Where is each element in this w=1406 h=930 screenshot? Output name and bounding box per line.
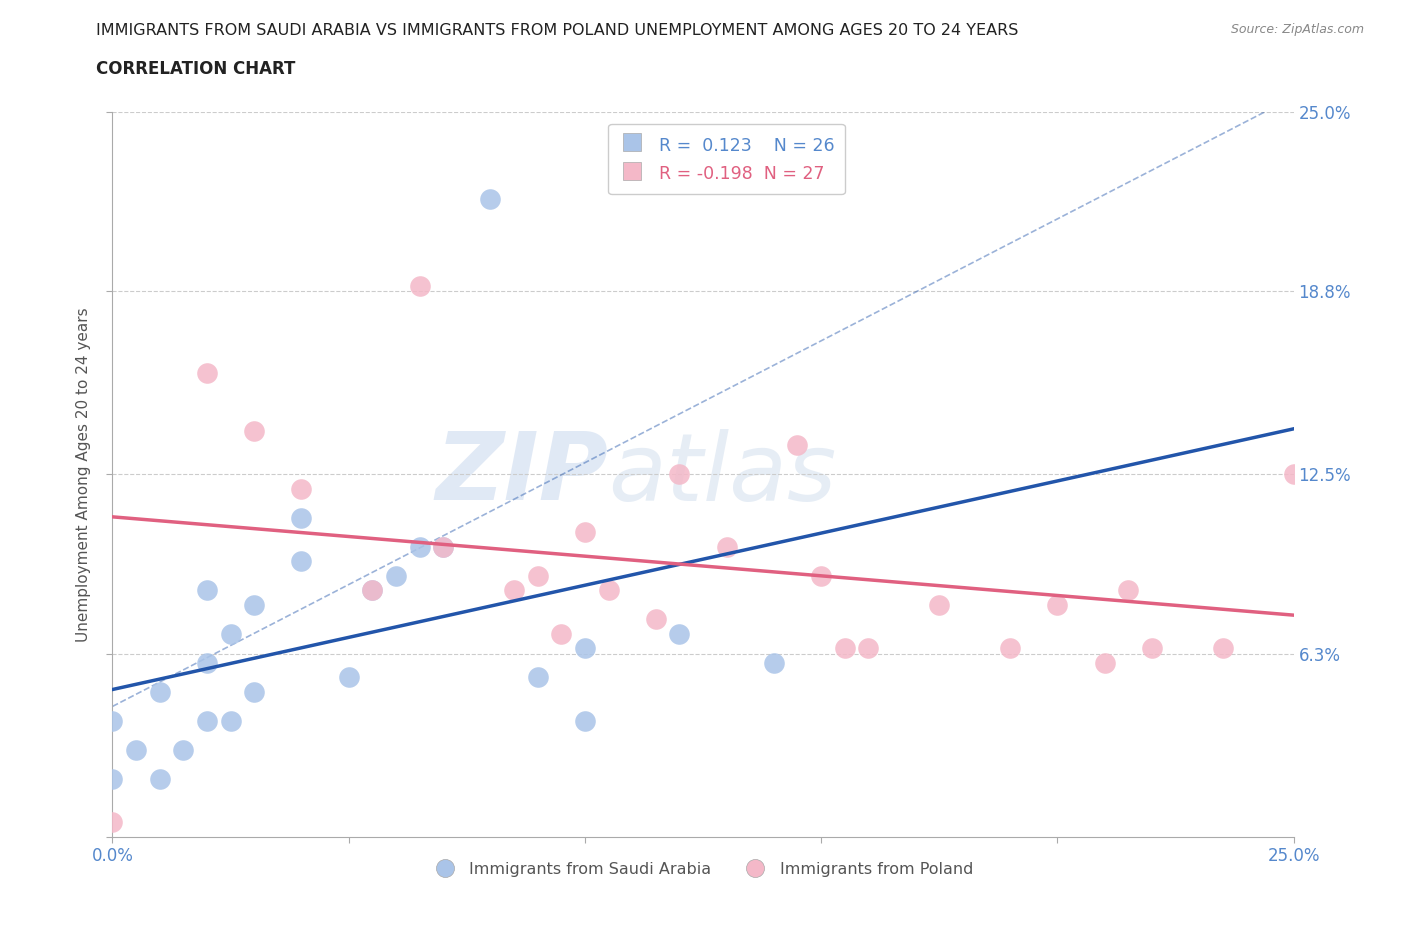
Point: [125, 742, 148, 757]
Text: atlas: atlas: [609, 429, 837, 520]
Point: [1046, 597, 1069, 612]
Point: [290, 511, 312, 525]
Point: [1282, 467, 1305, 482]
Point: [479, 192, 502, 206]
Point: [526, 670, 548, 684]
Y-axis label: Unemployment Among Ages 20 to 24 years: Unemployment Among Ages 20 to 24 years: [76, 307, 91, 642]
Point: [361, 583, 384, 598]
Text: IMMIGRANTS FROM SAUDI ARABIA VS IMMIGRANTS FROM POLAND UNEMPLOYMENT AMONG AGES 2: IMMIGRANTS FROM SAUDI ARABIA VS IMMIGRAN…: [96, 23, 1018, 38]
Point: [101, 713, 124, 728]
Point: [1116, 583, 1139, 598]
Point: [503, 583, 526, 598]
Text: Source: ZipAtlas.com: Source: ZipAtlas.com: [1230, 23, 1364, 36]
Point: [668, 467, 690, 482]
Point: [149, 684, 172, 699]
Point: [243, 597, 266, 612]
Point: [337, 670, 360, 684]
Point: [290, 482, 312, 497]
Point: [195, 365, 218, 380]
Point: [432, 539, 454, 554]
Point: [598, 583, 620, 598]
Point: [1094, 656, 1116, 671]
Point: [101, 815, 124, 830]
Point: [195, 713, 218, 728]
Point: [408, 539, 430, 554]
Point: [219, 627, 242, 642]
Text: ZIP: ZIP: [436, 429, 609, 520]
Legend: Immigrants from Saudi Arabia, Immigrants from Poland: Immigrants from Saudi Arabia, Immigrants…: [426, 856, 980, 884]
Point: [290, 554, 312, 569]
Point: [668, 627, 690, 642]
Point: [172, 742, 194, 757]
Point: [762, 656, 785, 671]
Point: [858, 641, 880, 656]
Point: [195, 583, 218, 598]
Point: [810, 568, 832, 583]
Point: [644, 612, 666, 627]
Point: [574, 641, 596, 656]
Point: [1140, 641, 1163, 656]
Point: [928, 597, 950, 612]
Point: [574, 525, 596, 539]
Point: [526, 568, 548, 583]
Point: [432, 539, 454, 554]
Point: [998, 641, 1021, 656]
Point: [716, 539, 738, 554]
Point: [149, 772, 172, 787]
Point: [101, 772, 124, 787]
Point: [361, 583, 384, 598]
Text: CORRELATION CHART: CORRELATION CHART: [96, 60, 295, 78]
Point: [834, 641, 856, 656]
Point: [195, 656, 218, 671]
Point: [385, 568, 408, 583]
Point: [243, 684, 266, 699]
Point: [1212, 641, 1234, 656]
Point: [574, 713, 596, 728]
Point: [243, 423, 266, 438]
Point: [550, 627, 572, 642]
Point: [408, 278, 430, 293]
Point: [786, 438, 808, 453]
Point: [219, 713, 242, 728]
